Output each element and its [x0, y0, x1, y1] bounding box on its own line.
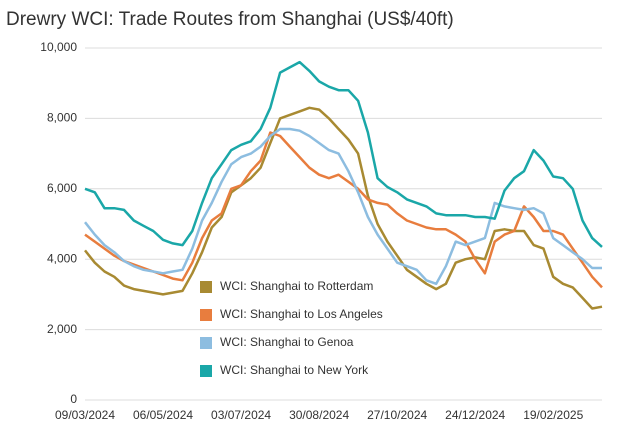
y-tick-label: 0: [70, 392, 77, 406]
legend-swatch: [200, 281, 212, 293]
x-tick-label: 09/03/2024: [55, 408, 115, 422]
x-tick-label: 27/10/2024: [367, 408, 427, 422]
line-series: [84, 127, 602, 286]
legend-swatch: [200, 365, 212, 377]
legend-label: WCI: Shanghai to Rotterdam: [220, 279, 373, 293]
x-tick-label: 24/12/2024: [445, 408, 505, 422]
x-tick-label: 06/05/2024: [133, 408, 193, 422]
chart-title: Drewry WCI: Trade Routes from Shanghai (…: [6, 9, 454, 30]
y-tick-label: 10,000: [40, 40, 77, 54]
x-tick-label: 03/07/2024: [211, 408, 271, 422]
y-tick-label: 2,000: [47, 322, 77, 336]
line-series: [84, 60, 603, 248]
line-series: [84, 106, 603, 310]
y-tick-label: 6,000: [47, 181, 77, 195]
legend-swatch: [200, 337, 212, 349]
legend-label: WCI: Shanghai to Genoa: [220, 335, 354, 349]
legend-label: WCI: Shanghai to Los Angeles: [220, 307, 383, 321]
line-series: [84, 131, 603, 289]
y-tick-label: 4,000: [47, 251, 77, 265]
legend-swatch: [200, 309, 212, 321]
x-tick-label: 19/02/2025: [523, 408, 583, 422]
legend-label: WCI: Shanghai to New York: [220, 363, 369, 377]
x-tick-label: 30/08/2024: [289, 408, 349, 422]
y-tick-label: 8,000: [47, 111, 77, 125]
